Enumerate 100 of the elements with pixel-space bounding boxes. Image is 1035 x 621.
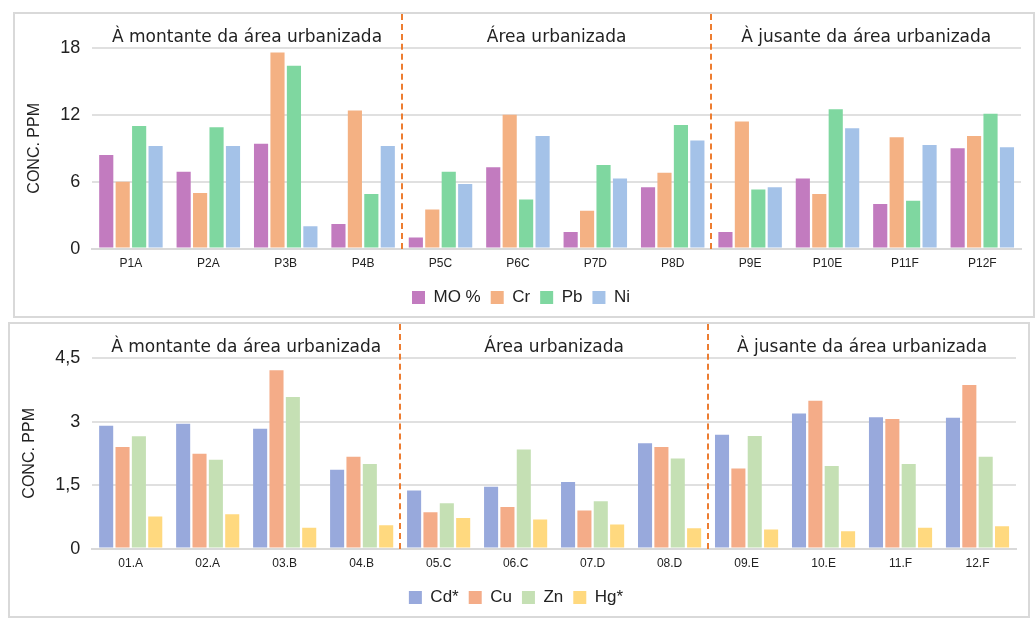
bar [657, 172, 672, 248]
x-tick-label: P10E [812, 256, 843, 271]
text: À jusante da área urbanizada [741, 24, 992, 46]
x-tick-label: 01.A [118, 556, 144, 571]
bar [731, 468, 746, 548]
text: Área urbanizada [486, 24, 627, 46]
x-tick-label: 04.B [349, 556, 374, 571]
y-axis-title: CONC. PPM [25, 102, 43, 194]
bar [945, 417, 961, 548]
y-tick-label: 0 [70, 237, 81, 258]
bar [978, 456, 993, 548]
bar [610, 524, 625, 548]
bar [561, 482, 576, 548]
bar [670, 458, 685, 548]
bar [253, 428, 268, 548]
x-tick-label: P11F [891, 256, 919, 271]
x-tick-label: 11.F [888, 556, 913, 571]
legend-label: Zn [543, 587, 564, 607]
legend-label: Cd* [430, 587, 460, 607]
bar [303, 226, 318, 248]
bar [828, 109, 843, 248]
bar [580, 210, 595, 248]
bar [439, 503, 454, 548]
x-tick-label: P3B [274, 256, 298, 271]
bar [808, 400, 823, 548]
x-tick-label: P6C [506, 256, 530, 271]
bar [380, 146, 395, 248]
bar [690, 140, 705, 248]
bar [286, 65, 302, 248]
bar [193, 192, 208, 248]
bar [347, 110, 362, 248]
bar [269, 370, 284, 548]
x-tick-label: P12F [967, 256, 997, 271]
bar [962, 385, 977, 548]
x-tick-label: 03.B [272, 556, 298, 571]
bar [225, 146, 241, 248]
bar [873, 204, 888, 248]
bar [425, 209, 440, 248]
bar [176, 423, 191, 548]
legend-label: Cu [490, 587, 512, 607]
bar [714, 434, 730, 548]
bar [208, 459, 223, 548]
bar [922, 144, 937, 248]
bar [500, 507, 515, 548]
x-tick-label: P4B [351, 256, 375, 271]
bar [115, 181, 130, 248]
legend-label: Ni [613, 287, 631, 307]
bar [458, 183, 473, 248]
bar [673, 124, 688, 248]
bar [346, 456, 361, 548]
text: À montante da área urbanizada [111, 24, 383, 46]
y-tick-label: 1,5 [55, 474, 81, 495]
bar [408, 237, 423, 248]
bar [533, 519, 548, 548]
legend-label: Hg* [594, 587, 624, 607]
bar [285, 396, 300, 548]
y-tick-label: 0 [70, 537, 81, 558]
bar [795, 178, 810, 248]
bar [115, 446, 130, 548]
bar [456, 518, 471, 548]
bar [364, 193, 379, 248]
bar [734, 121, 749, 248]
x-tick-label: 10.E [811, 556, 836, 571]
bar [225, 514, 240, 548]
y-tick-label: 6 [70, 170, 81, 191]
bar [764, 529, 779, 548]
bar [950, 148, 965, 248]
y-axis-title: CONC. PPM [20, 407, 38, 499]
bar [687, 528, 702, 548]
bar [132, 126, 147, 248]
x-tick-label: 02.A [195, 556, 221, 571]
bar [791, 413, 807, 548]
bar [812, 193, 827, 248]
bar [593, 501, 608, 548]
bar [423, 512, 438, 548]
x-tick-label: 07.D [579, 556, 606, 571]
text: Área urbanizada [484, 334, 624, 356]
bar [767, 187, 782, 248]
bar [885, 418, 900, 548]
bar [331, 224, 346, 248]
x-tick-label: P8D [661, 256, 685, 271]
bar [209, 127, 224, 248]
x-tick-label: 09.E [734, 556, 759, 571]
bar [99, 425, 114, 548]
bar [516, 449, 531, 548]
x-tick-label: P5C [428, 256, 453, 271]
x-tick-label: 05.C [425, 556, 452, 571]
bar [176, 171, 191, 248]
bar [441, 171, 456, 248]
bar [270, 52, 285, 248]
y-tick-label: 3 [70, 410, 81, 431]
bar [362, 463, 377, 548]
bar [654, 446, 669, 548]
x-tick-label: P7D [583, 256, 608, 271]
bar [751, 189, 766, 248]
bar [596, 165, 611, 248]
x-tick-label: 12.F [965, 556, 990, 571]
legend-label: MO % [433, 287, 481, 307]
bar [918, 527, 933, 548]
y-tick-label: 4,5 [55, 346, 81, 367]
